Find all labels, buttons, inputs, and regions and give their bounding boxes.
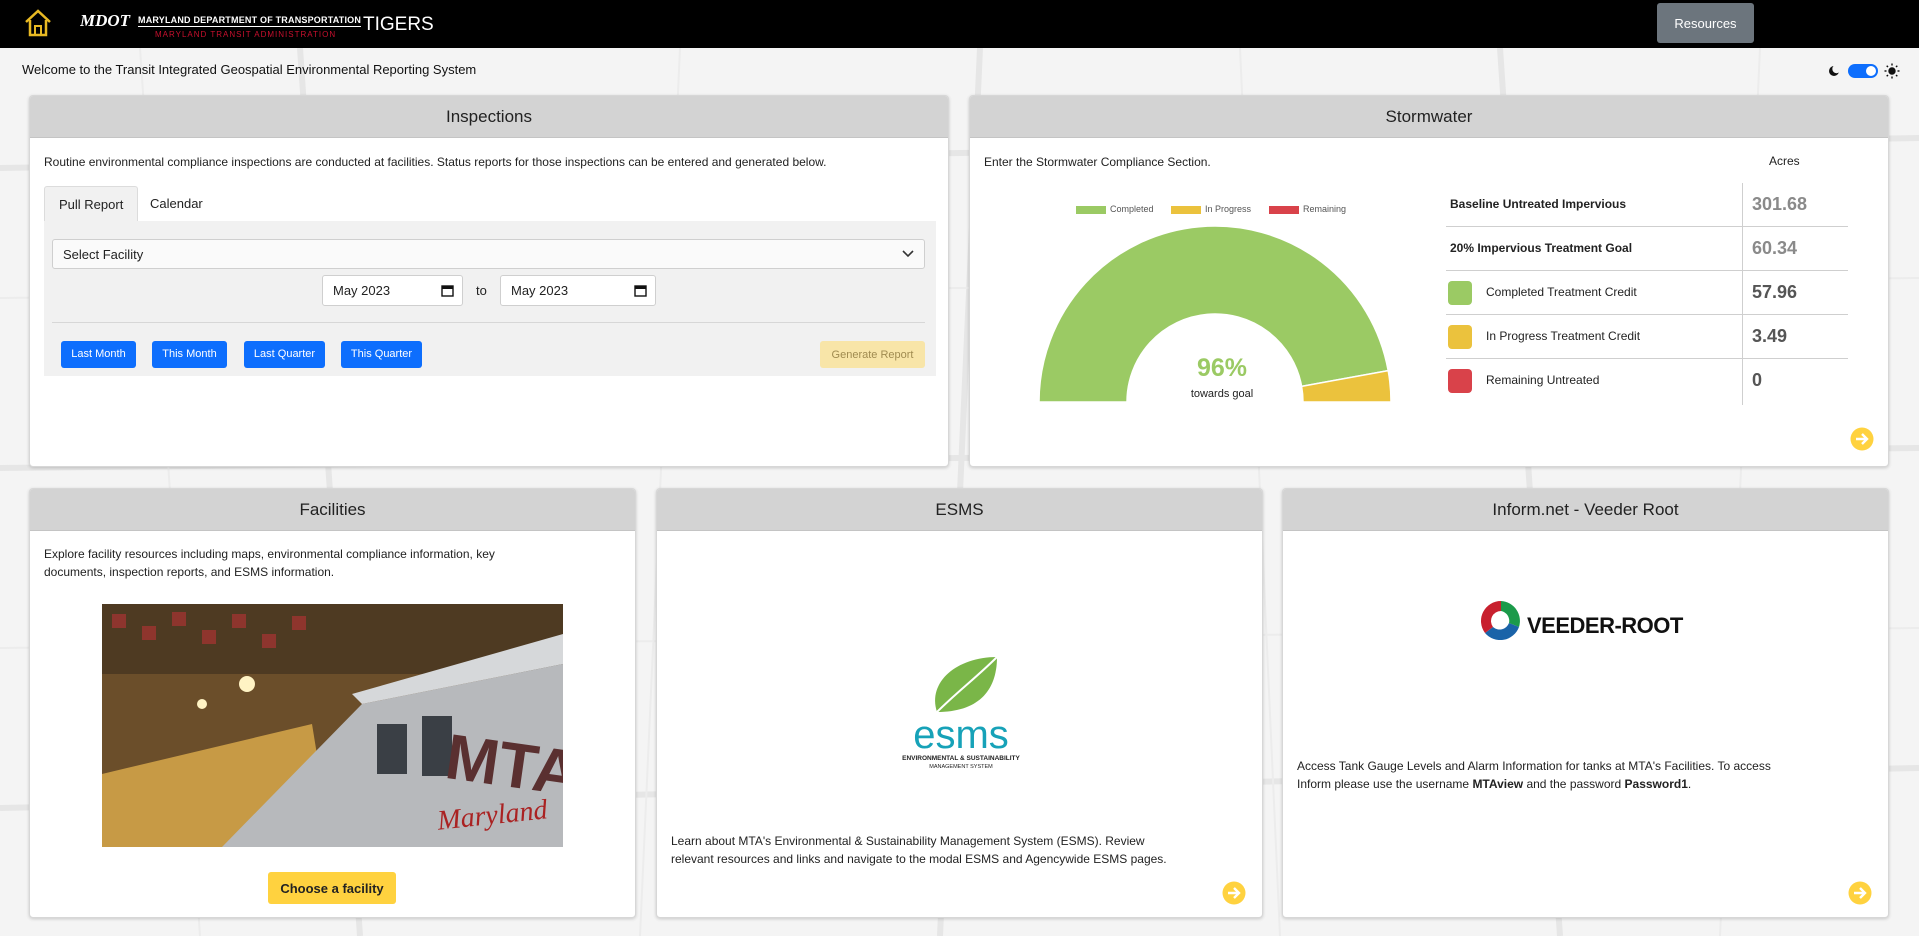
gauge-in-progress-segment <box>1300 369 1392 403</box>
row-value: 57.96 <box>1752 282 1798 302</box>
arrow-right-icon[interactable] <box>1850 427 1874 451</box>
acres-column-header: Acres <box>1769 154 1800 168</box>
veeder-username: MTAview <box>1472 777 1524 791</box>
stormwater-description: Enter the Stormwater Compliance Section. <box>984 155 1211 169</box>
moon-icon <box>1829 64 1841 76</box>
app-title: TIGERS <box>363 14 434 35</box>
inspections-description: Routine environmental compliance inspect… <box>44 155 827 169</box>
esms-logo-subtitle: ENVIRONMENTAL & SUSTAINABILITY <box>902 755 1020 762</box>
tab-calendar[interactable]: Calendar <box>150 196 203 211</box>
veeder-root-logo: VEEDER-ROOT <box>1479 599 1689 643</box>
legend-completed: Completed <box>1076 204 1154 214</box>
in-progress-swatch <box>1448 325 1472 349</box>
generate-report-button[interactable]: Generate Report <box>820 341 925 368</box>
legend-label: Remaining <box>1303 204 1347 214</box>
stormwater-card: Stormwater Enter the Stormwater Complian… <box>969 95 1889 467</box>
inspections-title: Inspections <box>30 96 948 138</box>
date-to-value: May 2023 <box>511 283 569 298</box>
row-label: Baseline Untreated Impervious <box>1450 197 1627 211</box>
veeder-root-logo-text: VEEDER-ROOT <box>1527 613 1683 638</box>
table-row: Baseline Untreated Impervious 301.68 <box>1446 183 1848 227</box>
last-month-button[interactable]: Last Month <box>61 341 136 368</box>
gauge-completed-segment <box>1038 225 1390 403</box>
facility-select[interactable]: Select Facility <box>52 239 925 269</box>
this-quarter-button[interactable]: This Quarter <box>341 341 422 368</box>
esms-card: ESMS esms ENVIRONMENTAL & SUSTAINABILITY… <box>656 488 1263 918</box>
row-value: 60.34 <box>1752 238 1798 258</box>
table-row: In Progress Treatment Credit 3.49 <box>1446 315 1848 359</box>
row-label: 20% Impervious Treatment Goal <box>1450 241 1633 255</box>
tab-pull-report[interactable]: Pull Report <box>44 186 139 221</box>
esms-logo-subtitle-2: MANAGEMENT SYSTEM <box>929 764 993 770</box>
veeder-root-emblem-icon <box>1481 601 1520 641</box>
legend-in-progress: In Progress <box>1171 204 1251 214</box>
veeder-text-part-1: Access Tank Gauge Levels and Alarm Infor… <box>1297 759 1771 791</box>
pull-report-panel: Select Facility May 2023 to May 2023 Las… <box>44 221 936 376</box>
choose-facility-button[interactable]: Choose a facility <box>268 872 396 904</box>
mdot-logo-icon: MDOT <box>80 11 131 29</box>
date-from-input[interactable]: May 2023 <box>322 275 463 306</box>
facilities-card: Facilities Explore facility resources in… <box>29 488 636 918</box>
last-quarter-button[interactable]: Last Quarter <box>244 341 325 368</box>
arrow-right-icon[interactable] <box>1222 881 1246 905</box>
date-from-value: May 2023 <box>333 283 391 298</box>
row-value: 0 <box>1752 370 1763 390</box>
veeder-password: Password1 <box>1624 777 1688 791</box>
veeder-text-part-2: and the password <box>1523 777 1625 791</box>
logo-agency-name: MARYLAND TRANSIT ADMINISTRATION <box>155 30 337 39</box>
treatment-gauge-chart: 96% towards goal <box>1038 225 1392 403</box>
resources-button[interactable]: Resources <box>1657 3 1754 43</box>
this-month-button[interactable]: This Month <box>152 341 227 368</box>
date-range-to-label: to <box>476 283 487 298</box>
table-row: 20% Impervious Treatment Goal 60.34 <box>1446 227 1848 271</box>
legend-remaining: Remaining <box>1269 204 1346 214</box>
calendar-icon[interactable] <box>441 284 454 297</box>
inspections-tabs: Pull Report Calendar <box>44 186 944 221</box>
row-value: 301.68 <box>1752 194 1808 214</box>
row-label: Remaining Untreated <box>1486 373 1600 387</box>
arrow-right-icon[interactable] <box>1848 881 1872 905</box>
top-navbar: MDOT MARYLAND DEPARTMENT OF TRANSPORTATI… <box>0 0 1919 48</box>
legend-label: Completed <box>1110 204 1154 214</box>
completed-swatch <box>1448 281 1472 305</box>
inspections-card: Inspections Routine environmental compli… <box>29 95 949 467</box>
panel-divider <box>52 322 925 323</box>
metro-train-photo: MTA Maryland <box>102 604 563 847</box>
remaining-swatch <box>1448 369 1472 393</box>
row-label: Completed Treatment Credit <box>1486 285 1637 299</box>
calendar-icon[interactable] <box>634 284 647 297</box>
veeder-text-part-3: . <box>1687 777 1692 791</box>
legend-swatch <box>1171 205 1201 214</box>
legend-label: In Progress <box>1205 204 1252 214</box>
gauge-percent: 96% <box>1197 354 1247 382</box>
welcome-message: Welcome to the Transit Integrated Geospa… <box>22 62 477 77</box>
facilities-description: Explore facility resources including map… <box>44 547 495 579</box>
veeder-root-description: Access Tank Gauge Levels and Alarm Infor… <box>1297 757 1797 793</box>
table-row: Remaining Untreated 0 <box>1446 359 1848 403</box>
esms-title: ESMS <box>657 489 1262 531</box>
table-row: Completed Treatment Credit 57.96 <box>1446 271 1848 315</box>
row-label: In Progress Treatment Credit <box>1486 329 1641 343</box>
esms-logo-text: esms <box>913 713 1009 757</box>
facility-select-value: Select Facility <box>63 247 144 262</box>
esms-description: Learn about MTA's Environmental & Sustai… <box>671 834 1167 866</box>
row-value: 3.49 <box>1752 326 1788 346</box>
gauge-caption: towards goal <box>1191 388 1253 400</box>
sun-icon <box>1884 63 1900 79</box>
date-to-input[interactable]: May 2023 <box>500 275 656 306</box>
legend-swatch <box>1076 205 1106 214</box>
veeder-root-card: Inform.net - Veeder Root VEEDER-ROOT Acc… <box>1282 488 1889 918</box>
mdot-logo-text: MDOT <box>80 11 131 29</box>
theme-toggle[interactable] <box>1826 63 1902 79</box>
legend-swatch <box>1269 205 1299 214</box>
veeder-root-title: Inform.net - Veeder Root <box>1283 489 1888 531</box>
chevron-down-icon <box>902 250 914 258</box>
facilities-title: Facilities <box>30 489 635 531</box>
logo-department-name: MARYLAND DEPARTMENT OF TRANSPORTATION <box>138 15 362 27</box>
home-icon[interactable] <box>22 7 54 39</box>
stormwater-title: Stormwater <box>970 96 1888 138</box>
esms-logo: esms ENVIRONMENTAL & SUSTAINABILITY MANA… <box>902 656 1021 770</box>
table-divider <box>1742 183 1743 405</box>
